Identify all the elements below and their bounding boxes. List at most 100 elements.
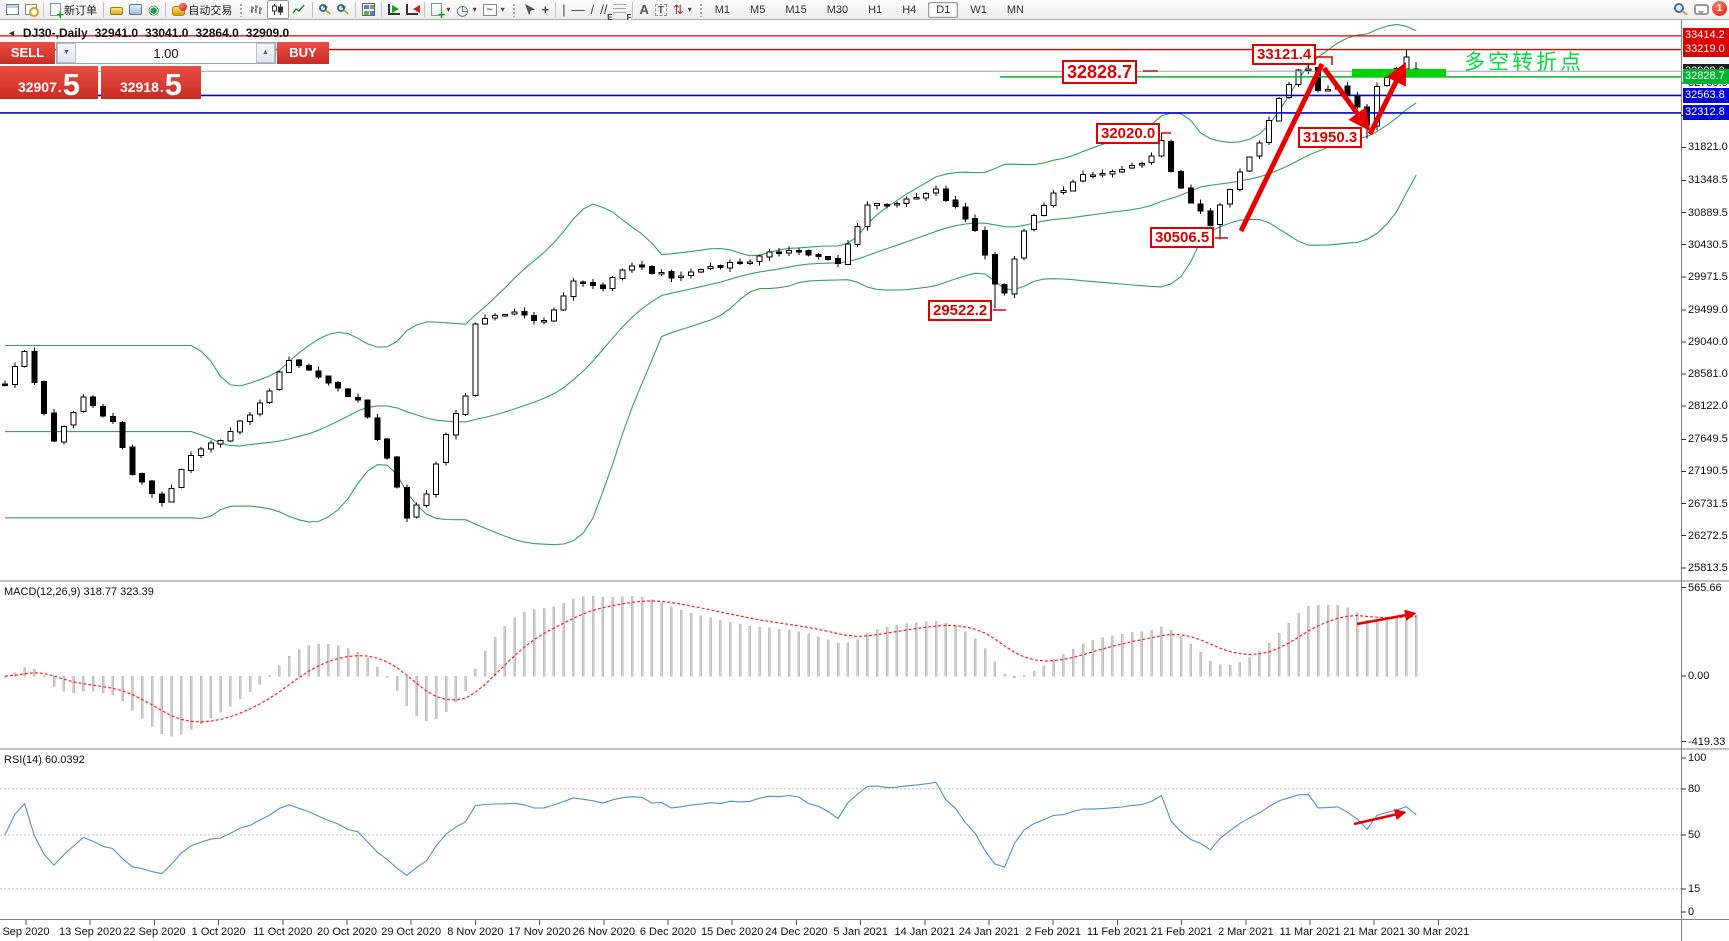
volume-input[interactable] (76, 43, 256, 63)
price-tick: 30430.5 (1688, 238, 1728, 251)
fibonacci-button[interactable]: F (610, 1, 632, 22)
sell-price-tile[interactable]: 32907. 5 (0, 66, 98, 100)
price-tick: 26731.5 (1688, 497, 1728, 510)
tile-windows-button[interactable] (359, 1, 378, 18)
new-chart-button[interactable] (3, 1, 22, 18)
timeframe-bar: M1 M5 M15 M30 H1 H4 D1 W1 MN (707, 1, 1032, 18)
cursor-button[interactable] (520, 1, 539, 18)
candlestick-button[interactable] (267, 0, 290, 19)
timeframe-button-W1[interactable]: W1 (970, 3, 987, 16)
text-icon: A (639, 2, 649, 17)
ohlc-high: 33041.0 (145, 26, 189, 40)
date-label: Sep 2020 (2, 926, 50, 938)
ohlc-open: 32941.0 (94, 26, 139, 40)
collapse-icon[interactable]: ◄ (7, 28, 16, 38)
channel-icon: // (600, 2, 608, 17)
algo-trading-label: 自动交易 (188, 4, 233, 17)
toolbar-separator (312, 2, 314, 17)
price-line-label: 32828.7 (1683, 69, 1729, 85)
date-label: 26 Nov 2020 (572, 926, 635, 938)
objects-add-button[interactable]: ▾ (428, 1, 453, 21)
price-tick: 25813.5 (1688, 561, 1728, 574)
channel-button[interactable]: //E (600, 2, 613, 22)
indicators-button[interactable]: ~ ▾ (480, 1, 508, 18)
date-label: 11 Oct 2020 (253, 926, 313, 938)
zoom-out-button[interactable]: − (334, 1, 352, 18)
candlestick-icon (272, 4, 284, 15)
price-tick: 26272.5 (1688, 529, 1728, 542)
arrows-icon: ⇅ (672, 2, 684, 17)
timeframe-button-MN[interactable]: MN (1006, 3, 1024, 16)
deposit-button[interactable] (107, 1, 126, 18)
line-chart-button[interactable] (289, 1, 309, 18)
buy-button[interactable]: BUY (277, 42, 329, 64)
community-button[interactable] (126, 1, 145, 18)
date-label: 11 Mar 2021 (1279, 926, 1341, 938)
timeframe-button-H4[interactable]: H4 (902, 3, 917, 16)
trendline-button[interactable]: / (588, 1, 598, 18)
arrows-button[interactable]: ⇅ ▾ (670, 1, 695, 18)
date-label: 1 Oct 2020 (191, 926, 246, 938)
ohlc-low: 32864.0 (195, 26, 239, 40)
date-label: 2 Feb 2021 (1025, 926, 1082, 938)
zoom-in-button[interactable]: + (316, 1, 334, 18)
profiles-button[interactable] (22, 1, 40, 18)
buy-price-tile[interactable]: 32918. 5 (101, 66, 201, 100)
vertical-line-button[interactable]: | (559, 1, 568, 18)
price-tick: 27190.5 (1688, 465, 1728, 478)
signals-button[interactable]: ◉ (145, 1, 162, 18)
date-label: 2 Mar 2021 (1217, 926, 1274, 938)
rsi-axis-label: 80 (1688, 782, 1701, 795)
notification-badge[interactable]: 1 (1712, 1, 1727, 16)
price-annotation-31950: 31950.3 (1298, 127, 1363, 148)
chevron-down-icon: ▾ (687, 5, 692, 14)
bar-chart-button[interactable] (247, 1, 267, 18)
text-label-button[interactable]: T (652, 1, 670, 18)
crosshair-button[interactable]: + (539, 1, 553, 18)
price-tick: 30889.5 (1688, 206, 1728, 219)
timeframe-button-M5[interactable]: M5 (750, 3, 766, 16)
computer-icon (129, 4, 142, 15)
text-button[interactable]: A (636, 1, 651, 18)
bar-chart-icon (251, 5, 263, 14)
toolbar-separator (632, 2, 634, 17)
auto-scroll-button[interactable] (385, 1, 403, 18)
price-tick: 27649.5 (1688, 433, 1728, 446)
horizontal-line-button[interactable]: — (569, 1, 588, 18)
one-click-trade-panel: SELL ▼ ▲ BUY 32907.5 32918.5 (0, 42, 329, 100)
chevron-down-icon: ▾ (472, 5, 477, 14)
clock-icon: ◷ (456, 1, 469, 18)
price-annotation-32828: 32828.7 (1062, 60, 1138, 84)
price-axis[interactable] (1682, 20, 1729, 941)
text-label-icon: T (654, 3, 667, 16)
date-label: 24 Jan 2021 (958, 926, 1020, 938)
price-tick: 28122.0 (1688, 400, 1728, 413)
timeframe-button-M1[interactable]: M1 (714, 3, 731, 16)
line-chart-icon (292, 4, 305, 14)
chart-shift-button[interactable] (403, 1, 421, 18)
toolbar-separator (381, 2, 383, 17)
periods-button[interactable]: ◷ ▾ (453, 1, 479, 18)
volume-up-button[interactable]: ▲ (256, 43, 275, 63)
price-tick: 31348.5 (1688, 174, 1728, 187)
date-label: 14 Jan 2021 (894, 926, 956, 938)
cursor-icon (524, 4, 535, 15)
timeframe-button-M30[interactable]: M30 (826, 3, 849, 16)
date-label: 15 Dec 2020 (700, 926, 764, 938)
new-order-icon (50, 3, 64, 21)
date-label: 13 Sep 2020 (58, 926, 122, 938)
chart-shift-icon (406, 4, 421, 15)
sell-button[interactable]: SELL (0, 42, 55, 64)
new-order-button[interactable]: 新订单 (47, 1, 100, 21)
chat-button[interactable] (1691, 1, 1712, 18)
timeframe-button-H1[interactable]: H1 (868, 3, 883, 16)
timeframe-button-M15[interactable]: M15 (785, 3, 807, 16)
algo-trading-button[interactable]: 自动交易 (169, 1, 235, 18)
search-button[interactable] (1671, 1, 1691, 18)
volume-down-button[interactable]: ▼ (57, 43, 76, 63)
toolbar-separator (165, 2, 167, 17)
toolbar-separator (555, 2, 557, 17)
date-label: 24 Dec 2020 (765, 926, 828, 938)
timeframe-button-D1[interactable]: D1 (928, 1, 959, 18)
